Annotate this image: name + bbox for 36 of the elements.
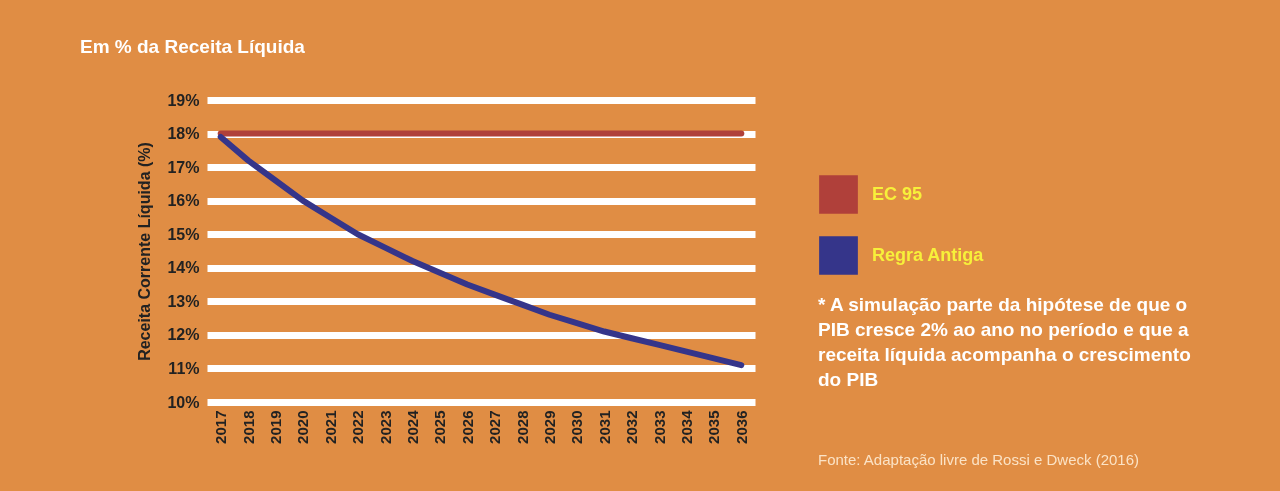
x-tick-label: 2020	[294, 410, 312, 444]
legend-label: EC 95	[872, 183, 923, 204]
y-tick-label: 12%	[167, 326, 200, 344]
x-tick-label: 2033	[650, 410, 668, 444]
y-tick-label: 11%	[168, 359, 200, 377]
x-tick-label: 2028	[513, 410, 531, 444]
x-tick-label: 2036	[732, 410, 750, 444]
x-tick-label: 2034	[678, 409, 695, 444]
legend-label: Regra Antiga	[872, 244, 985, 265]
y-tick-label: 13%	[167, 292, 200, 310]
y-tick-label: 10%	[167, 393, 200, 411]
y-axis-title: Receita Corrente Líquida (%)	[136, 142, 154, 361]
x-tick-label: 2027	[486, 410, 504, 444]
source-note: Fonte: Adaptação livre de Rossi e Dweck (2016)	[818, 451, 1139, 468]
y-tick-label: 18%	[167, 125, 200, 143]
text: * A simulação parte da hipótese de que o PIB cresce 2% ao ano no período e que a receita líquida acompanha o crescimento do PIB	[818, 293, 1192, 392]
x-tick-label: 2017	[212, 410, 230, 444]
y-tick-label: 19%	[167, 91, 200, 109]
x-tick-label: 2032	[623, 410, 641, 444]
x-tick-label: 2024	[404, 409, 421, 444]
y-tick-label: 14%	[167, 259, 200, 277]
x-tick-label: 2021	[321, 410, 339, 444]
y-tick-label: 16%	[167, 192, 200, 210]
chart-title: Em % da Receita Líquida	[80, 36, 306, 57]
x-tick-label: 2022	[349, 410, 367, 444]
x-tick-label: 2019	[267, 410, 284, 444]
x-tick-label: 2035	[705, 410, 723, 444]
x-tick-label: 2026	[458, 410, 476, 444]
x-tick-label: 2023	[376, 410, 394, 444]
y-tick-label: 17%	[167, 158, 200, 176]
x-tick-label: 2030	[568, 410, 586, 444]
x-tick-label: 2025	[431, 410, 449, 444]
x-tick-label: 2029	[541, 410, 558, 444]
x-tick-label: 2018	[239, 410, 257, 444]
y-tick-label: 15%	[167, 225, 200, 243]
x-tick-label: 2031	[595, 410, 613, 444]
